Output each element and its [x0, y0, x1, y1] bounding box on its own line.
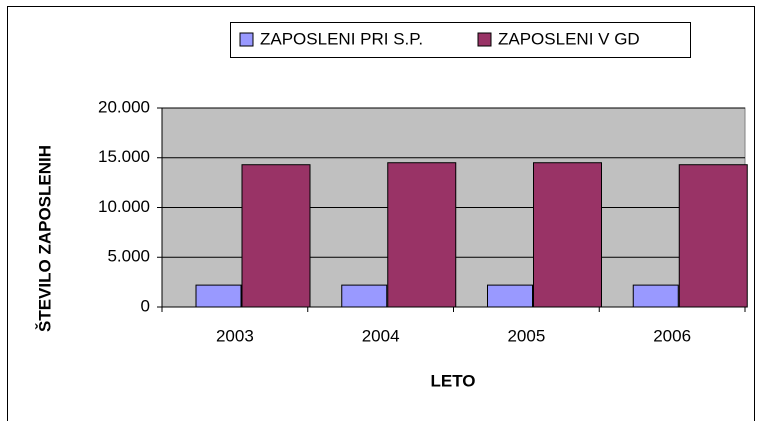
bar [487, 284, 533, 308]
bar [387, 162, 457, 308]
y-tick-label: 10.000 [98, 197, 150, 216]
bar [678, 164, 748, 308]
y-label-clip: ŠTEVILO ZAPOSLENIH [35, 145, 54, 332]
y-axis-title: ŠTEVILO ZAPOSLENIH [35, 145, 54, 332]
y-tick-label: 15.000 [98, 147, 150, 166]
y-tick-label: 0 [141, 296, 150, 315]
bar [341, 284, 388, 308]
y-tick-label: 20.000 [98, 97, 150, 116]
legend-swatch [477, 32, 492, 47]
x-tick-label: 2003 [216, 326, 254, 345]
bar [241, 164, 311, 308]
legend-box [230, 22, 691, 58]
x-axis-title: LETO [430, 371, 475, 390]
x-tick-label: 2005 [507, 326, 545, 345]
x-tick-label: 2004 [362, 326, 400, 345]
bar [195, 284, 242, 308]
legend-swatch [239, 32, 254, 47]
y-tick-label: 5.000 [107, 247, 150, 266]
legend-label: ZAPOSLENI PRI S.P. [260, 29, 423, 48]
bar [533, 162, 602, 308]
chart-border [7, 6, 755, 421]
legend-label: ZAPOSLENI V GD [498, 29, 640, 48]
x-tick-label: 2006 [653, 326, 691, 345]
bar [632, 284, 679, 308]
